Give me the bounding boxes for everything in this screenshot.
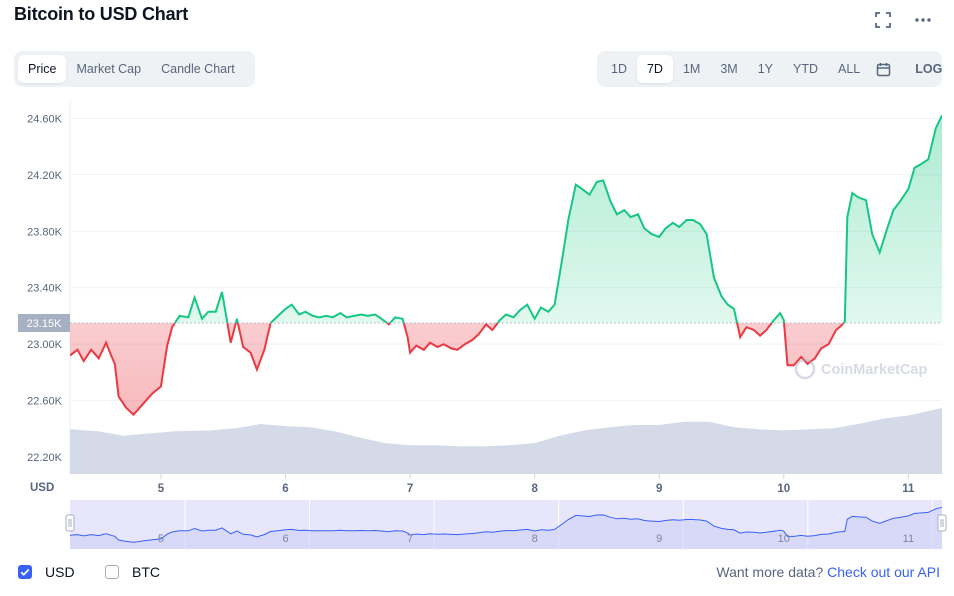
x-tick-label: 10 — [777, 483, 790, 495]
price-line-down — [70, 322, 845, 417]
chart-type-tabs: Price Market Cap Candle Chart — [14, 51, 255, 87]
range-3m[interactable]: 3M — [720, 62, 738, 76]
navigator-tick-label: 11 — [903, 533, 914, 545]
baseline-tag — [18, 313, 70, 332]
tab-candle-chart[interactable]: Candle Chart — [161, 62, 235, 76]
range-1m[interactable]: 1M — [682, 62, 701, 76]
watermark-logo: CoinMarketCap — [794, 358, 927, 380]
navigator-area — [70, 507, 942, 549]
navigator-tick-label: 10 — [778, 533, 790, 545]
x-tick-label: 9 — [656, 483, 662, 495]
y-tick-label: 24.60K — [27, 113, 63, 125]
navigator-tick-label: 6 — [282, 533, 288, 545]
fullscreen-icon[interactable] — [873, 10, 893, 30]
x-tick-label: 6 — [282, 483, 288, 495]
navigator-tick-label: 5 — [158, 533, 164, 545]
x-tick-label: 5 — [158, 483, 165, 495]
watermark-icon — [794, 358, 816, 380]
range-all[interactable]: ALL — [838, 62, 861, 76]
navigator-handle-right[interactable] — [937, 514, 947, 532]
price-area-up — [174, 115, 942, 323]
navigator-tick-label: 7 — [407, 533, 413, 545]
calendar-icon[interactable] — [870, 55, 897, 83]
price-area-down — [70, 322, 942, 415]
range-selector: 1D 7D 1M 3M 1Y YTD ALL LOG — [597, 51, 942, 87]
y-tick-label: 23.00K — [27, 339, 63, 351]
usd-label: USD — [45, 564, 75, 580]
navigator-handle-left[interactable] — [65, 514, 75, 532]
log-toggle[interactable]: LOG — [915, 62, 943, 76]
navigator-line — [69, 506, 943, 543]
btc-label: BTC — [132, 564, 160, 580]
api-link[interactable]: Check out our API — [827, 564, 940, 580]
tab-market-cap[interactable]: Market Cap — [76, 62, 142, 76]
watermark-text: CoinMarketCap — [821, 362, 927, 378]
btc-checkbox[interactable] — [105, 565, 119, 579]
navigator-tick-label: 8 — [532, 533, 538, 545]
chart-title: Bitcoin to USD Chart — [14, 4, 188, 24]
y-tick-label: 23.80K — [27, 226, 63, 238]
api-promo: Want more data? Check out our API — [716, 564, 940, 580]
x-tick-label: 7 — [407, 483, 413, 495]
volume-area — [70, 408, 942, 474]
x-tick-label: 11 — [902, 483, 915, 495]
more-icon[interactable] — [913, 10, 933, 30]
navigator-tick-label: 9 — [656, 533, 662, 545]
axis-currency-label: USD — [30, 482, 54, 494]
y-tick-label: 24.20K — [27, 170, 63, 182]
y-tick-label: 23.40K — [27, 283, 63, 295]
range-1y[interactable]: 1Y — [757, 62, 774, 76]
price-line-up — [173, 115, 942, 323]
y-tick-label: 22.20K — [27, 452, 63, 464]
baseline-label: 23.15K — [27, 318, 63, 330]
range-ytd[interactable]: YTD — [793, 62, 819, 76]
usd-checkbox[interactable] — [18, 565, 32, 579]
range-1d[interactable]: 1D — [611, 62, 627, 76]
x-tick-label: 8 — [531, 483, 538, 495]
y-tick-label: 22.60K — [27, 396, 63, 408]
tab-price[interactable]: Price — [18, 55, 67, 83]
range-7d[interactable]: 7D — [636, 55, 673, 83]
api-prompt: Want more data? — [716, 564, 824, 580]
